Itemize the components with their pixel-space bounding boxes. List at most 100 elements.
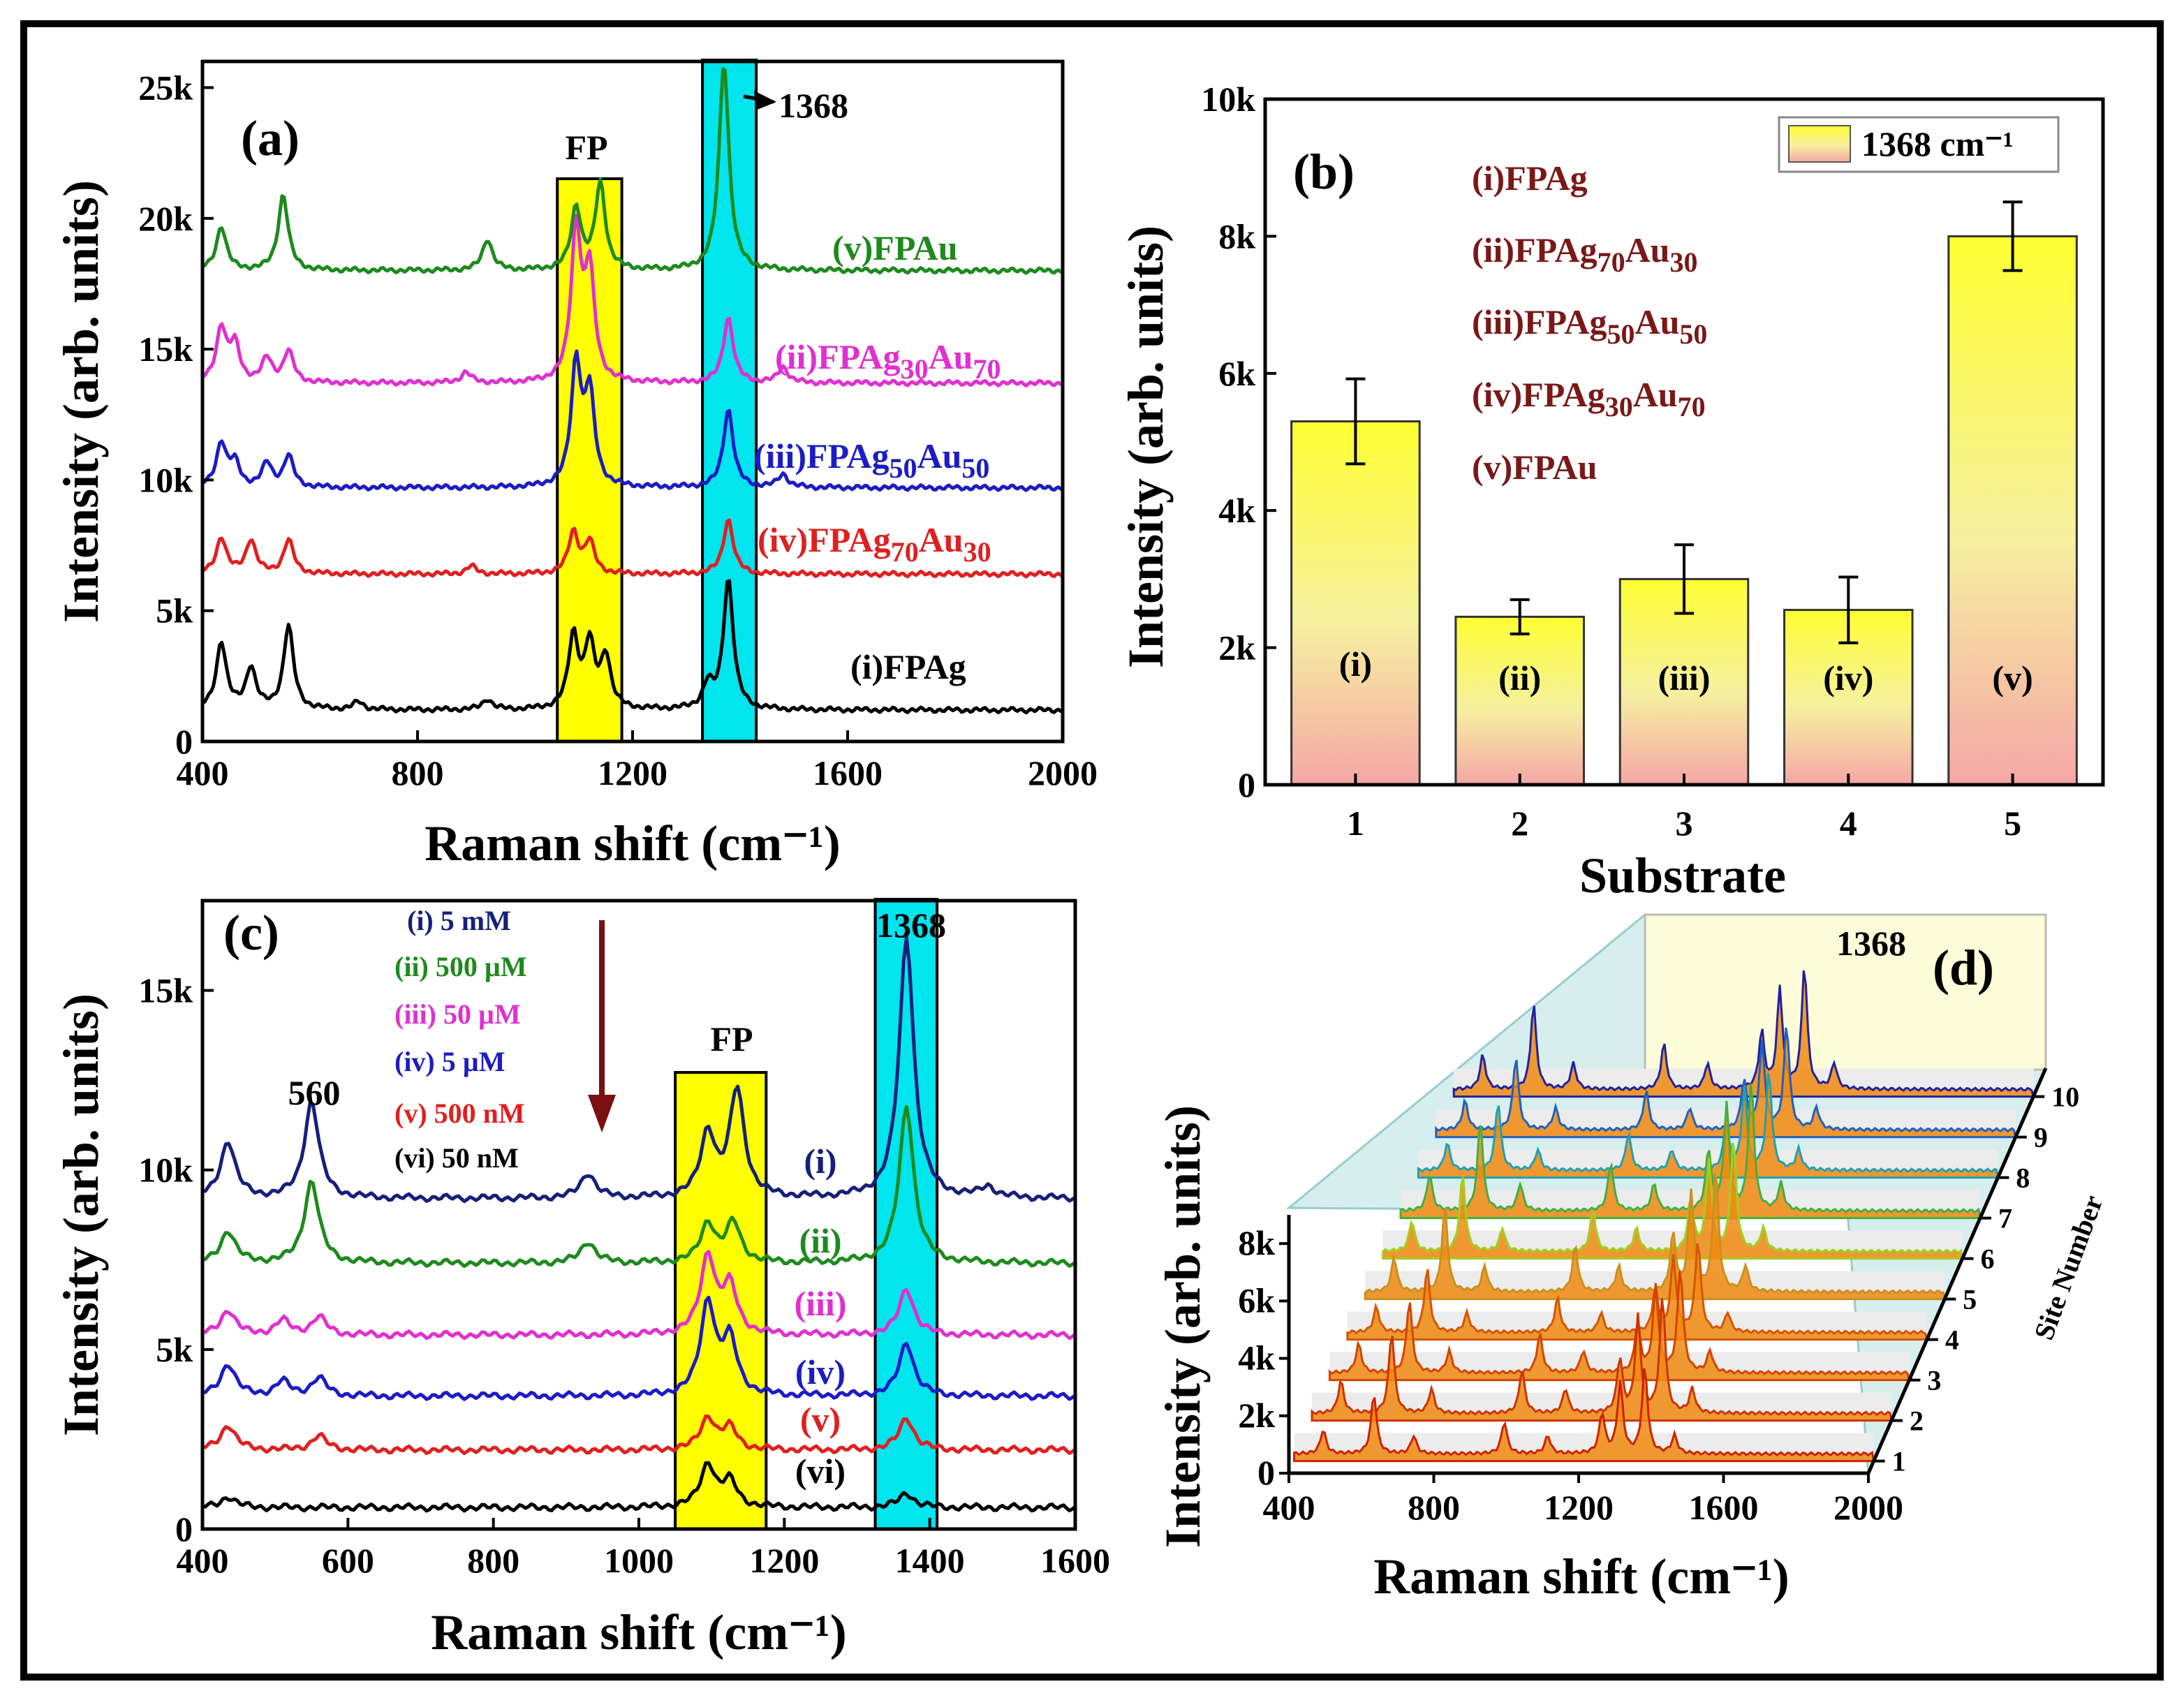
bar-label: (iv) — [1823, 658, 1873, 697]
panel-c-560-label: 560 — [288, 1073, 341, 1112]
panel-b-xtick-label: 5 — [2004, 804, 2021, 843]
panel-c-ylabel: Intensity (arb. units) — [53, 994, 109, 1436]
bar-label: (iii) — [1658, 658, 1711, 697]
panel-d-xtick-label: 400 — [1263, 1488, 1315, 1527]
site-spectrum-1 — [1293, 1368, 1875, 1463]
panel-c-series-2 — [202, 1105, 1077, 1268]
panel-a-label: (a) — [241, 110, 300, 166]
panel-d-xlabel: Raman shift (cm⁻¹) — [1373, 1549, 1790, 1604]
panel-c-highlight-1368 — [873, 898, 939, 1530]
bar-label: (v) — [1992, 658, 2032, 697]
panel-a-ytick-label: 10k — [138, 460, 193, 499]
bar-label: (i) — [1339, 644, 1372, 684]
panel-b-xtick-label: 4 — [1840, 804, 1857, 843]
panel-c-highlight-fp — [674, 1071, 768, 1530]
panel-b-legend: 1368 cm⁻¹ — [1778, 116, 2060, 173]
panel-b-xlabel: Substrate — [1579, 848, 1786, 903]
panel-a-1368-arrow-head — [754, 91, 776, 110]
panel-c-fp-label: FP — [710, 1019, 753, 1058]
conc-iii: (iii) 50 µM — [394, 998, 521, 1030]
panel-d: 400 800 1200 1600 2000 0 2k 4k 6k 8k 12345678910… — [1155, 913, 2109, 1604]
panel-a-xlabel: Raman shift (cm⁻¹) — [425, 815, 841, 871]
panel-b-ytick-label: 4k — [1218, 491, 1255, 530]
panel-d-ytick-label: 8k — [1238, 1223, 1275, 1262]
sample-v: (v)FPAu — [1472, 448, 1598, 487]
panel-c-series-label: (iii) — [795, 1284, 847, 1323]
panel-a-ytick-label: 15k — [138, 330, 193, 369]
panel-a-ytick-label: 0 — [175, 722, 193, 761]
panel-d-ytick-label: 6k — [1238, 1280, 1275, 1320]
panel-c-ytick-label: 10k — [138, 1151, 193, 1190]
panel-b-xtick-label: 2 — [1511, 804, 1528, 843]
panel-d-ztick-label: 1 — [1892, 1446, 1906, 1477]
panel-b-ytick-label: 2k — [1218, 628, 1255, 667]
panel-b-ylabel: Intensity (arb. units) — [1118, 226, 1174, 668]
panel-a-ytick-label: 5k — [156, 591, 193, 630]
panel-d-ztick-label: 5 — [1963, 1284, 1977, 1315]
panel-c-xtick-label: 1000 — [604, 1541, 674, 1580]
panel-a-series-2 — [202, 518, 1063, 579]
panel-d-ylabel: Intensity (arb. units) — [1155, 1105, 1211, 1548]
panel-d-xtick-label: 800 — [1408, 1488, 1460, 1527]
legend-label: 1368 cm⁻¹ — [1861, 124, 2014, 163]
panel-d-ytick-label: 4k — [1238, 1338, 1275, 1378]
panel-b-label: (b) — [1293, 144, 1355, 200]
panel-b-xtick-label: 3 — [1676, 804, 1693, 843]
panel-c-ytick-label: 0 — [175, 1509, 193, 1549]
panel-c-series-5 — [202, 1414, 1077, 1455]
site-spectrum-2 — [1311, 1298, 1893, 1422]
legend-swatch — [1788, 125, 1851, 163]
panel-c-series-4 — [202, 1295, 1077, 1401]
panel-c-series-label: (i) — [804, 1142, 836, 1181]
panel-b-ytick-label: 6k — [1218, 354, 1255, 393]
panel-c-series-3 — [202, 1250, 1077, 1341]
panel-d-ztick-label: 3 — [1927, 1365, 1941, 1396]
panel-c-series-1 — [202, 936, 1077, 1204]
panel-d-xtick-label: 2000 — [1833, 1488, 1903, 1527]
panel-c-xtick-label: 600 — [322, 1541, 374, 1580]
panel-a-xtick-label: 400 — [177, 753, 229, 792]
conc-iv: (iv) 5 µM — [394, 1046, 506, 1077]
panel-c-concentration-list: (i) 5 mM (ii) 500 µM (iii) 50 µM (iv) 5 … — [394, 905, 527, 1174]
panel-a-series-3 — [202, 349, 1063, 492]
panel-c-series-6 — [202, 1461, 1077, 1513]
panel-c-series-label: (ii) — [799, 1221, 841, 1260]
conc-i: (i) 5 mM — [407, 905, 511, 936]
panel-a-series-label-i: (i)FPAg — [850, 647, 966, 686]
panel-d-ztick-label: 9 — [2034, 1122, 2048, 1153]
panel-c-label: (c) — [223, 905, 279, 961]
panel-d-ytick-label: 0 — [1257, 1453, 1275, 1492]
panel-c-arrow-head — [588, 1095, 616, 1132]
conc-ii: (ii) 500 µM — [394, 951, 527, 982]
panel-a-ytick-label: 25k — [138, 68, 193, 107]
panel-b-ytick-label: 0 — [1238, 765, 1255, 804]
conc-v: (v) 500 nM — [394, 1098, 525, 1129]
panel-c-series-label: (v) — [800, 1400, 841, 1439]
panel-a-series-1 — [202, 579, 1063, 715]
panel-c-series-label: (vi) — [795, 1452, 846, 1491]
panel-d-ztick-label: 2 — [1910, 1405, 1924, 1437]
panel-d-ztick-label: 6 — [1981, 1243, 1995, 1275]
panel-b-ytick-label: 8k — [1218, 216, 1255, 256]
panel-c-ytick-label: 5k — [156, 1330, 193, 1369]
panel-d-1368-label: 1368 — [1836, 924, 1906, 963]
panel-c-xtick-label: 400 — [177, 1541, 229, 1580]
panel-a-highlight-fp — [556, 177, 624, 743]
panel-d-label: (d) — [1933, 940, 1994, 996]
panel-d-xtick-label: 1200 — [1544, 1488, 1614, 1527]
panel-a-xtick-label: 2000 — [1028, 753, 1098, 792]
panel-c-1368-label: 1368 — [876, 906, 946, 945]
panel-c-xlabel: Raman shift (cm⁻¹) — [431, 1604, 847, 1660]
panel-a-series-label-v: (v)FPAu — [832, 228, 958, 267]
outer-frame — [20, 20, 2164, 1681]
panel-b-xtick-label: 1 — [1347, 804, 1364, 843]
panel-d-back-wall — [1644, 913, 2047, 1071]
panel-c-xtick-label: 1200 — [749, 1541, 819, 1580]
panel-b-ytick-label: 10k — [1201, 80, 1255, 119]
panel-a-xtick-label: 800 — [392, 753, 444, 792]
panel-d-xtick-label: 1600 — [1689, 1488, 1759, 1527]
panel-a-1368-label: 1368 — [779, 86, 848, 125]
panel-d-ztick-label: 4 — [1945, 1324, 1959, 1356]
bar-label: (ii) — [1498, 658, 1541, 697]
